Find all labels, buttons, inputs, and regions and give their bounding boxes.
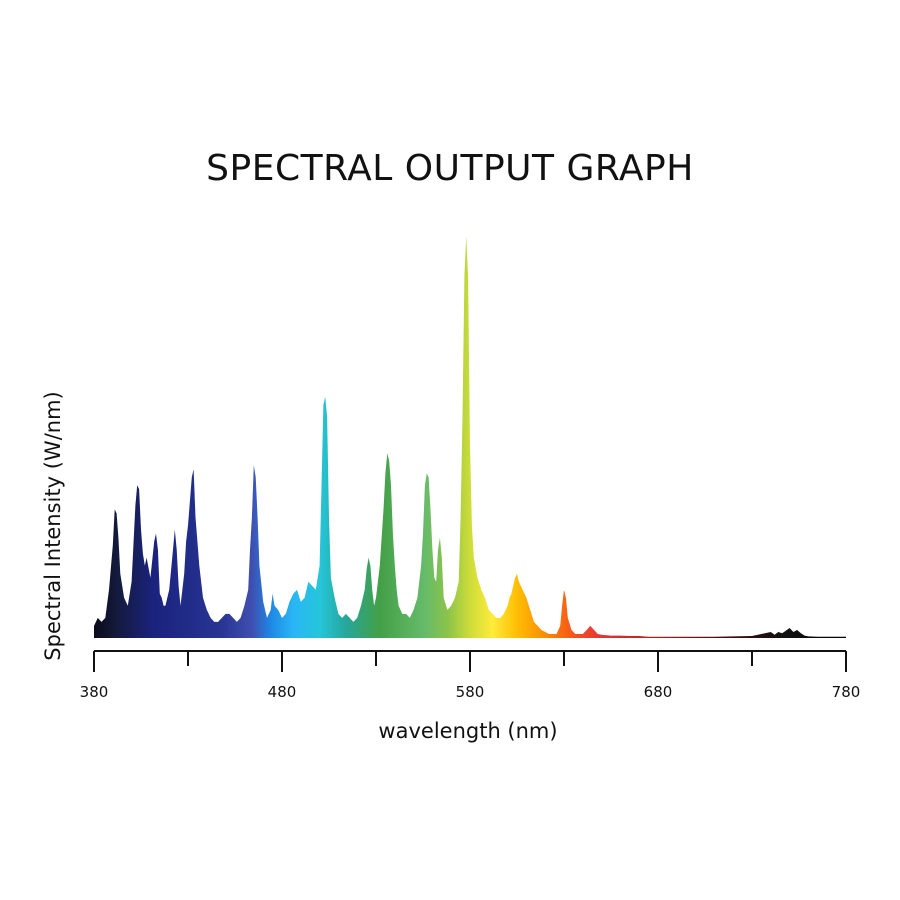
x-tick-label: 580	[456, 683, 485, 701]
x-tick-label: 480	[268, 683, 297, 701]
x-axis: 380 480 580 680 780	[80, 650, 861, 701]
x-tick-label: 380	[80, 683, 109, 701]
y-axis-label: Spectral Intensity (W/nm)	[41, 391, 65, 660]
spectrum-area	[94, 236, 846, 638]
plot-area	[94, 236, 846, 638]
x-axis-label: wavelength (nm)	[378, 719, 557, 743]
x-tick-label: 680	[644, 683, 673, 701]
chart-title: SPECTRAL OUTPUT GRAPH	[206, 148, 694, 189]
x-tick-label: 780	[832, 683, 861, 701]
